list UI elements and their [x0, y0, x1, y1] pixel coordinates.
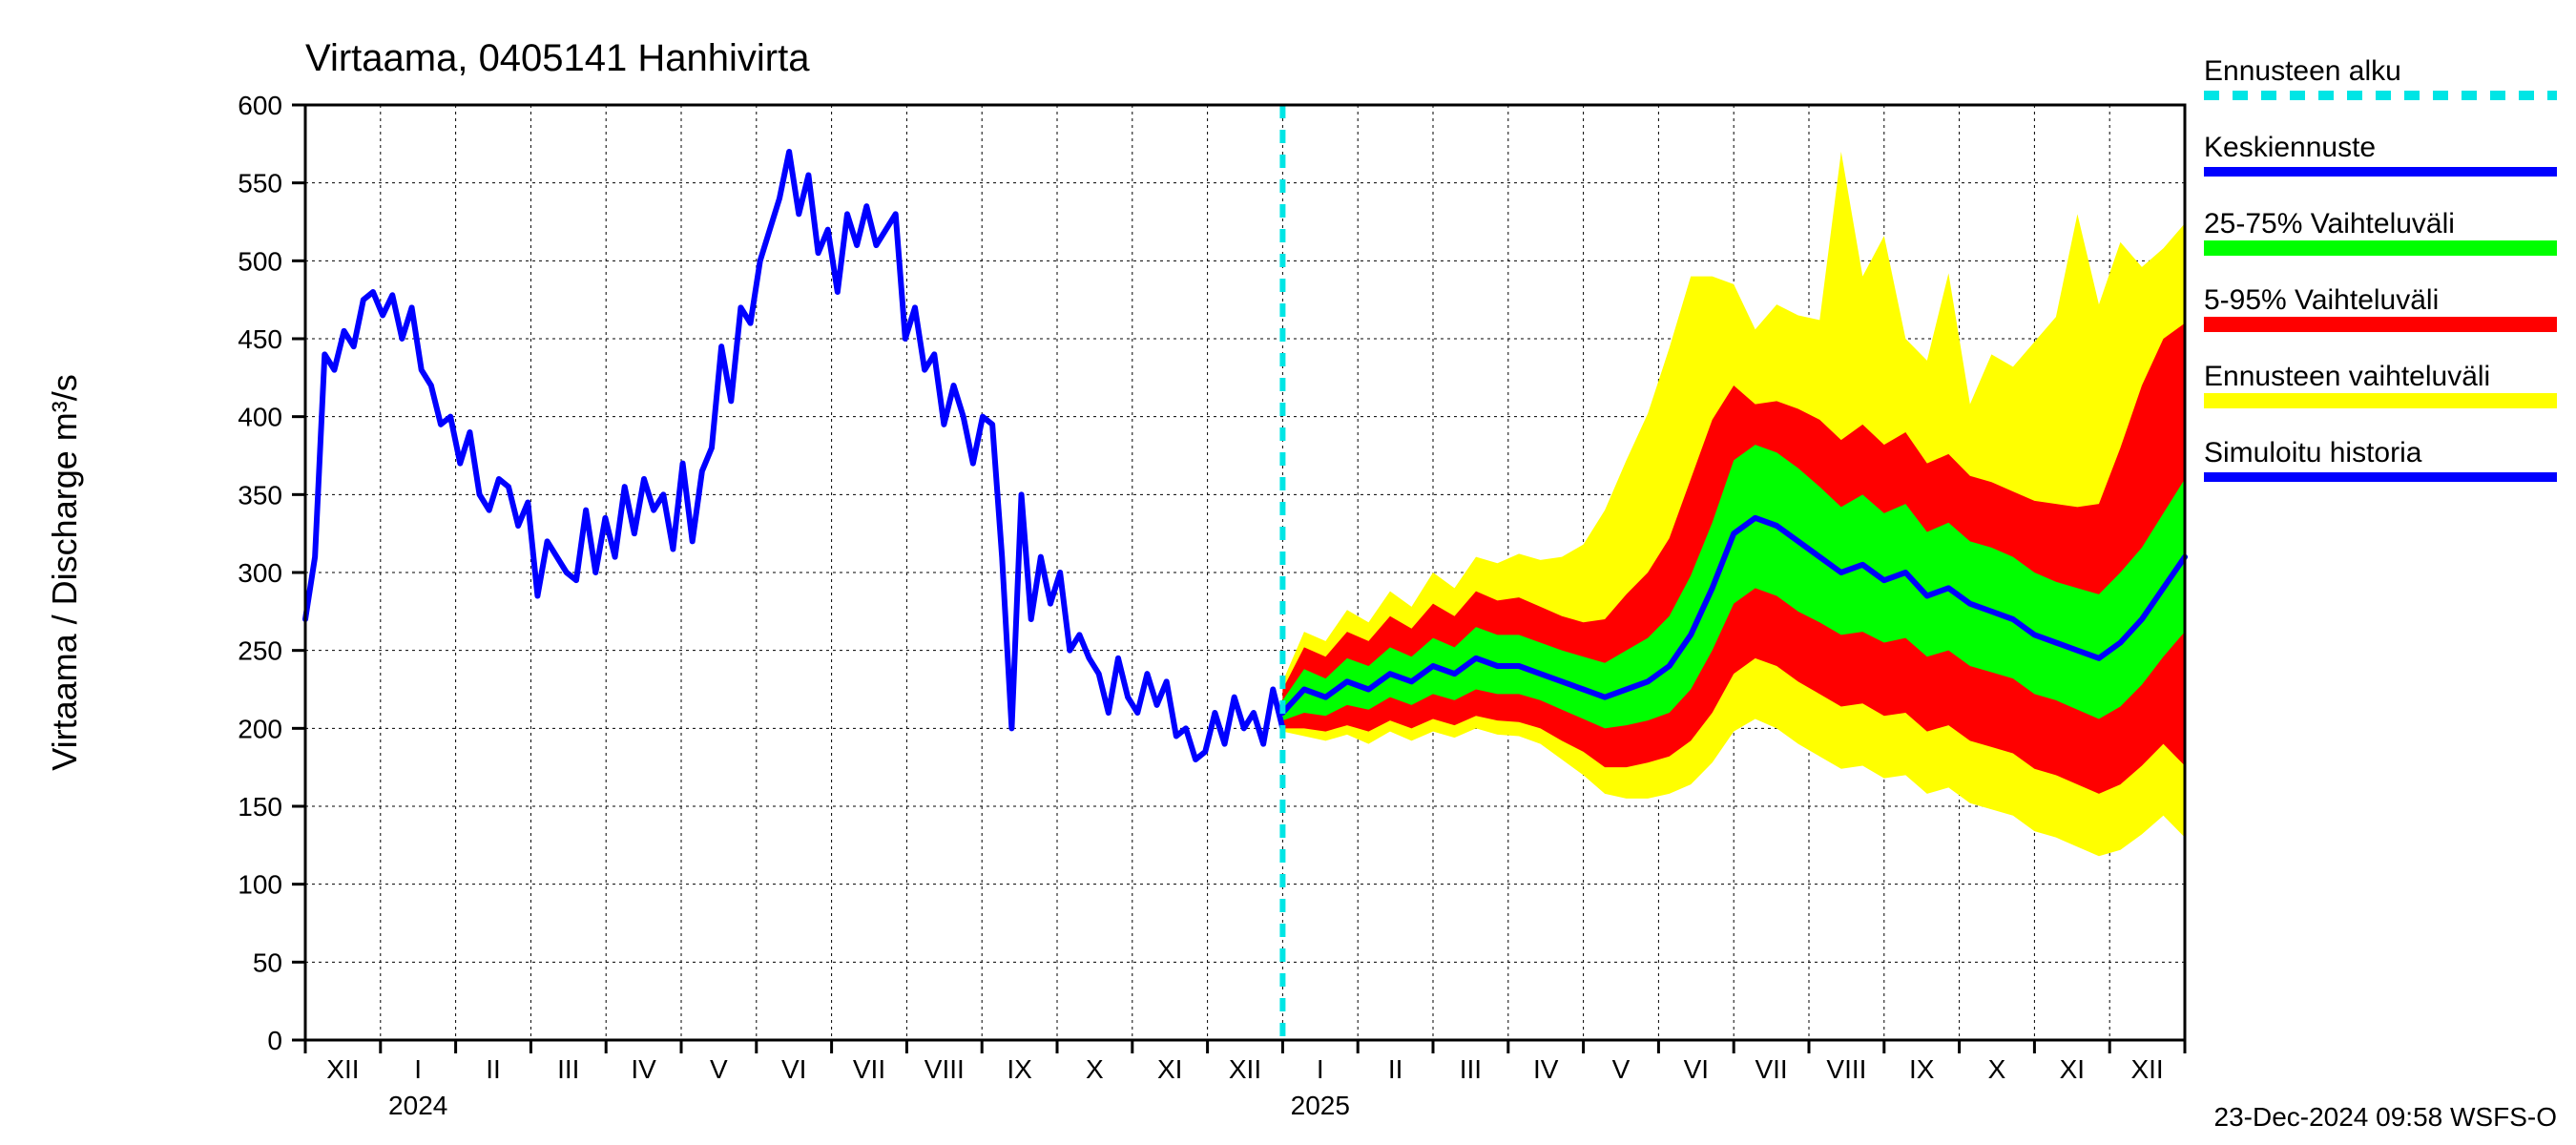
x-tick-label: X [1086, 1054, 1104, 1084]
legend-swatch [2204, 240, 2557, 256]
legend-swatch [2204, 317, 2557, 332]
y-tick-label: 150 [238, 792, 282, 822]
y-tick-label: 200 [238, 714, 282, 743]
x-tick-label: VIII [1826, 1054, 1866, 1084]
legend-label: Ennusteen vaihteluväli [2204, 361, 2490, 392]
chart-svg: 050100150200250300350400450500550600XIII… [0, 0, 2576, 1145]
x-tick-label: V [1612, 1054, 1631, 1084]
x-tick-label: II [486, 1054, 501, 1084]
y-tick-label: 250 [238, 636, 282, 666]
y-tick-label: 600 [238, 91, 282, 120]
x-tick-label: VI [781, 1054, 806, 1084]
x-tick-label: XI [2060, 1054, 2085, 1084]
y-tick-label: 100 [238, 870, 282, 900]
x-tick-label: III [557, 1054, 579, 1084]
legend-swatch [2204, 393, 2557, 408]
legend-label: Simuloitu historia [2204, 437, 2422, 468]
x-tick-label: IX [1007, 1054, 1032, 1084]
y-tick-label: 300 [238, 558, 282, 588]
x-tick-label: III [1460, 1054, 1482, 1084]
y-tick-label: 400 [238, 403, 282, 432]
x-tick-label: VIII [924, 1054, 965, 1084]
x-tick-label: XI [1157, 1054, 1182, 1084]
x-tick-label: XII [2130, 1054, 2163, 1084]
x-tick-label: I [414, 1054, 422, 1084]
x-tick-label: IV [631, 1054, 656, 1084]
legend-label: Keskiennuste [2204, 132, 2376, 163]
x-tick-label: VII [853, 1054, 885, 1084]
chart-footer-text: 23-Dec-2024 09:58 WSFS-O [2214, 1102, 2558, 1132]
x-tick-label: XII [326, 1054, 359, 1084]
chart-title-text: Virtaama, 0405141 Hanhivirta [305, 37, 810, 79]
x-tick-label: V [710, 1054, 728, 1084]
x-year-label: 2024 [388, 1091, 447, 1120]
x-tick-label: VII [1755, 1054, 1787, 1084]
x-tick-label: XII [1229, 1054, 1261, 1084]
y-axis-label: Virtaama / Discharge m³/s [45, 374, 84, 770]
x-tick-label: II [1388, 1054, 1403, 1084]
x-tick-label: IV [1533, 1054, 1559, 1084]
legend-label: 25-75% Vaihteluväli [2204, 208, 2455, 239]
y-tick-label: 450 [238, 324, 282, 354]
y-tick-label: 500 [238, 246, 282, 276]
y-tick-label: 550 [238, 169, 282, 198]
y-tick-label: 350 [238, 480, 282, 510]
x-tick-label: I [1317, 1054, 1324, 1084]
legend-label: Ennusteen alku [2204, 55, 2401, 87]
x-tick-label: IX [1909, 1054, 1935, 1084]
x-year-label: 2025 [1291, 1091, 1350, 1120]
discharge-forecast-chart: 050100150200250300350400450500550600XIII… [0, 0, 2576, 1145]
x-tick-label: X [1988, 1054, 2006, 1084]
y-tick-label: 50 [253, 947, 282, 977]
y-tick-label: 0 [267, 1026, 282, 1055]
legend-label: 5-95% Vaihteluväli [2204, 284, 2439, 316]
x-tick-label: VI [1684, 1054, 1709, 1084]
